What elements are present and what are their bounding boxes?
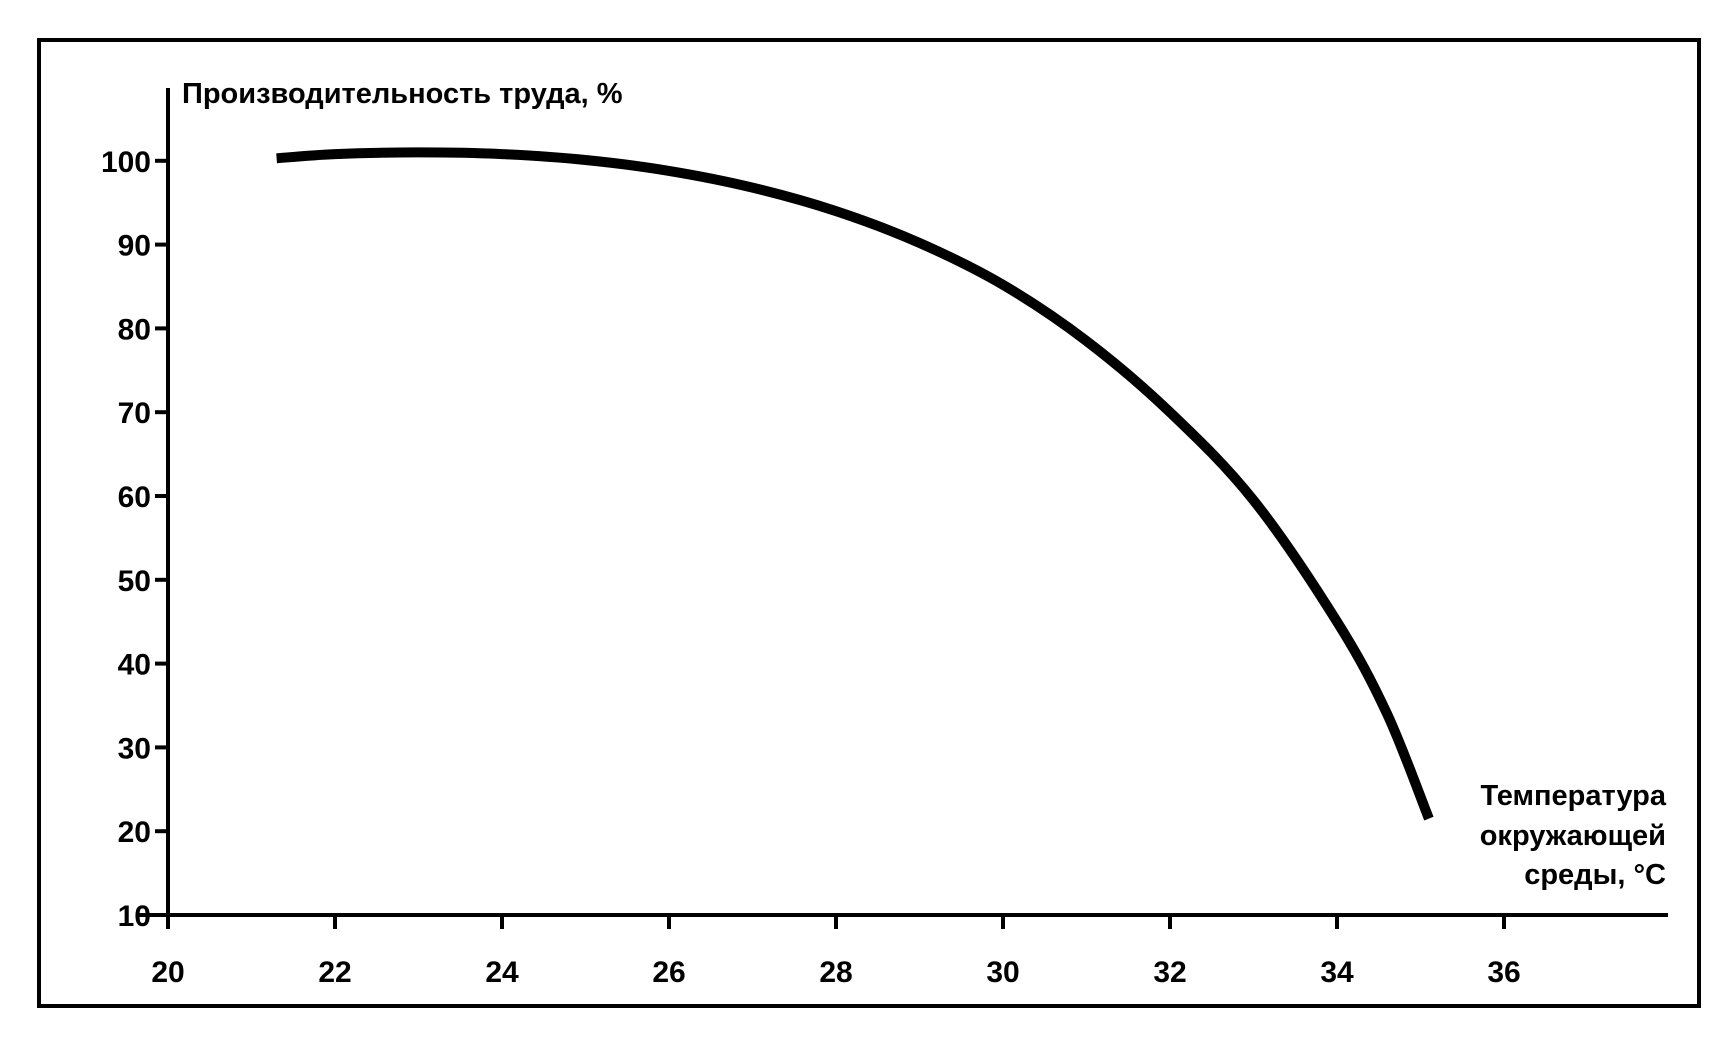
y-tick-label: 30: [118, 732, 151, 765]
x-axis-title-line: окружающей: [1480, 820, 1666, 852]
y-tick-label: 20: [118, 816, 151, 849]
chart-frame: [37, 38, 1701, 1008]
y-tick-label: 90: [118, 230, 151, 263]
x-tick-label: 30: [986, 956, 1019, 989]
axes: [138, 88, 1668, 917]
y-tick-label: 50: [118, 565, 151, 598]
y-tick-label: 60: [118, 481, 151, 514]
y-tick-label: 80: [118, 313, 151, 346]
x-tick-label: 34: [1320, 956, 1354, 989]
x-axis-title-line: среды, °C: [1524, 859, 1666, 891]
x-axis-title-line: Температура: [1481, 780, 1667, 812]
x-tick-label: 26: [652, 956, 685, 989]
x-tick-label: 28: [819, 956, 852, 989]
y-tick-label: 40: [118, 649, 151, 682]
x-axis-title: Температура окружающей среды, °C: [1480, 780, 1667, 891]
x-ticks: 20 22 24 26 28 30 32 34 36: [151, 915, 1521, 989]
x-tick-label: 24: [485, 956, 519, 989]
x-tick-label: 22: [318, 956, 351, 989]
y-tick-label: 70: [118, 397, 151, 430]
y-axis-title: Производительность труда, %: [182, 78, 623, 110]
y-tick-label: 10: [118, 900, 151, 933]
y-tick-label: 100: [101, 146, 151, 179]
series-line-productivity: [276, 147, 1434, 821]
x-tick-label: 32: [1153, 956, 1186, 989]
x-tick-label: 36: [1487, 956, 1520, 989]
x-tick-label: 20: [151, 956, 184, 989]
y-ticks: 10 20 30 40 50 60 70 80 90 100: [101, 146, 168, 933]
